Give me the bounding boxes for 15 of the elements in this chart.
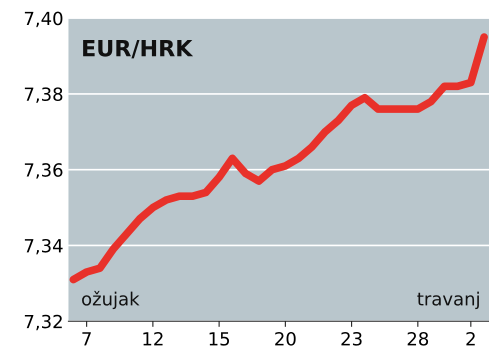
y-tick-label: 7,36	[24, 163, 62, 179]
x-tick-label: 15	[210, 332, 230, 346]
annotation: ožujak	[82, 290, 140, 310]
x-tick-label: 7	[82, 332, 91, 346]
y-tick-label: 7,34	[24, 238, 63, 254]
y-tick-label: 7,32	[24, 314, 62, 330]
text: EUR/HRK	[83, 40, 194, 58]
x-tick-label: 28	[408, 332, 428, 346]
y-tick-label: 7,40	[24, 12, 62, 28]
annotation: travanj	[417, 292, 479, 310]
y-tick-label: 7,38	[24, 87, 62, 103]
x-tick-label: 23	[341, 332, 362, 346]
x-tick-label: 20	[275, 332, 296, 346]
x-tick-label: 2	[466, 332, 475, 346]
x-tick-label: 12	[143, 332, 163, 346]
